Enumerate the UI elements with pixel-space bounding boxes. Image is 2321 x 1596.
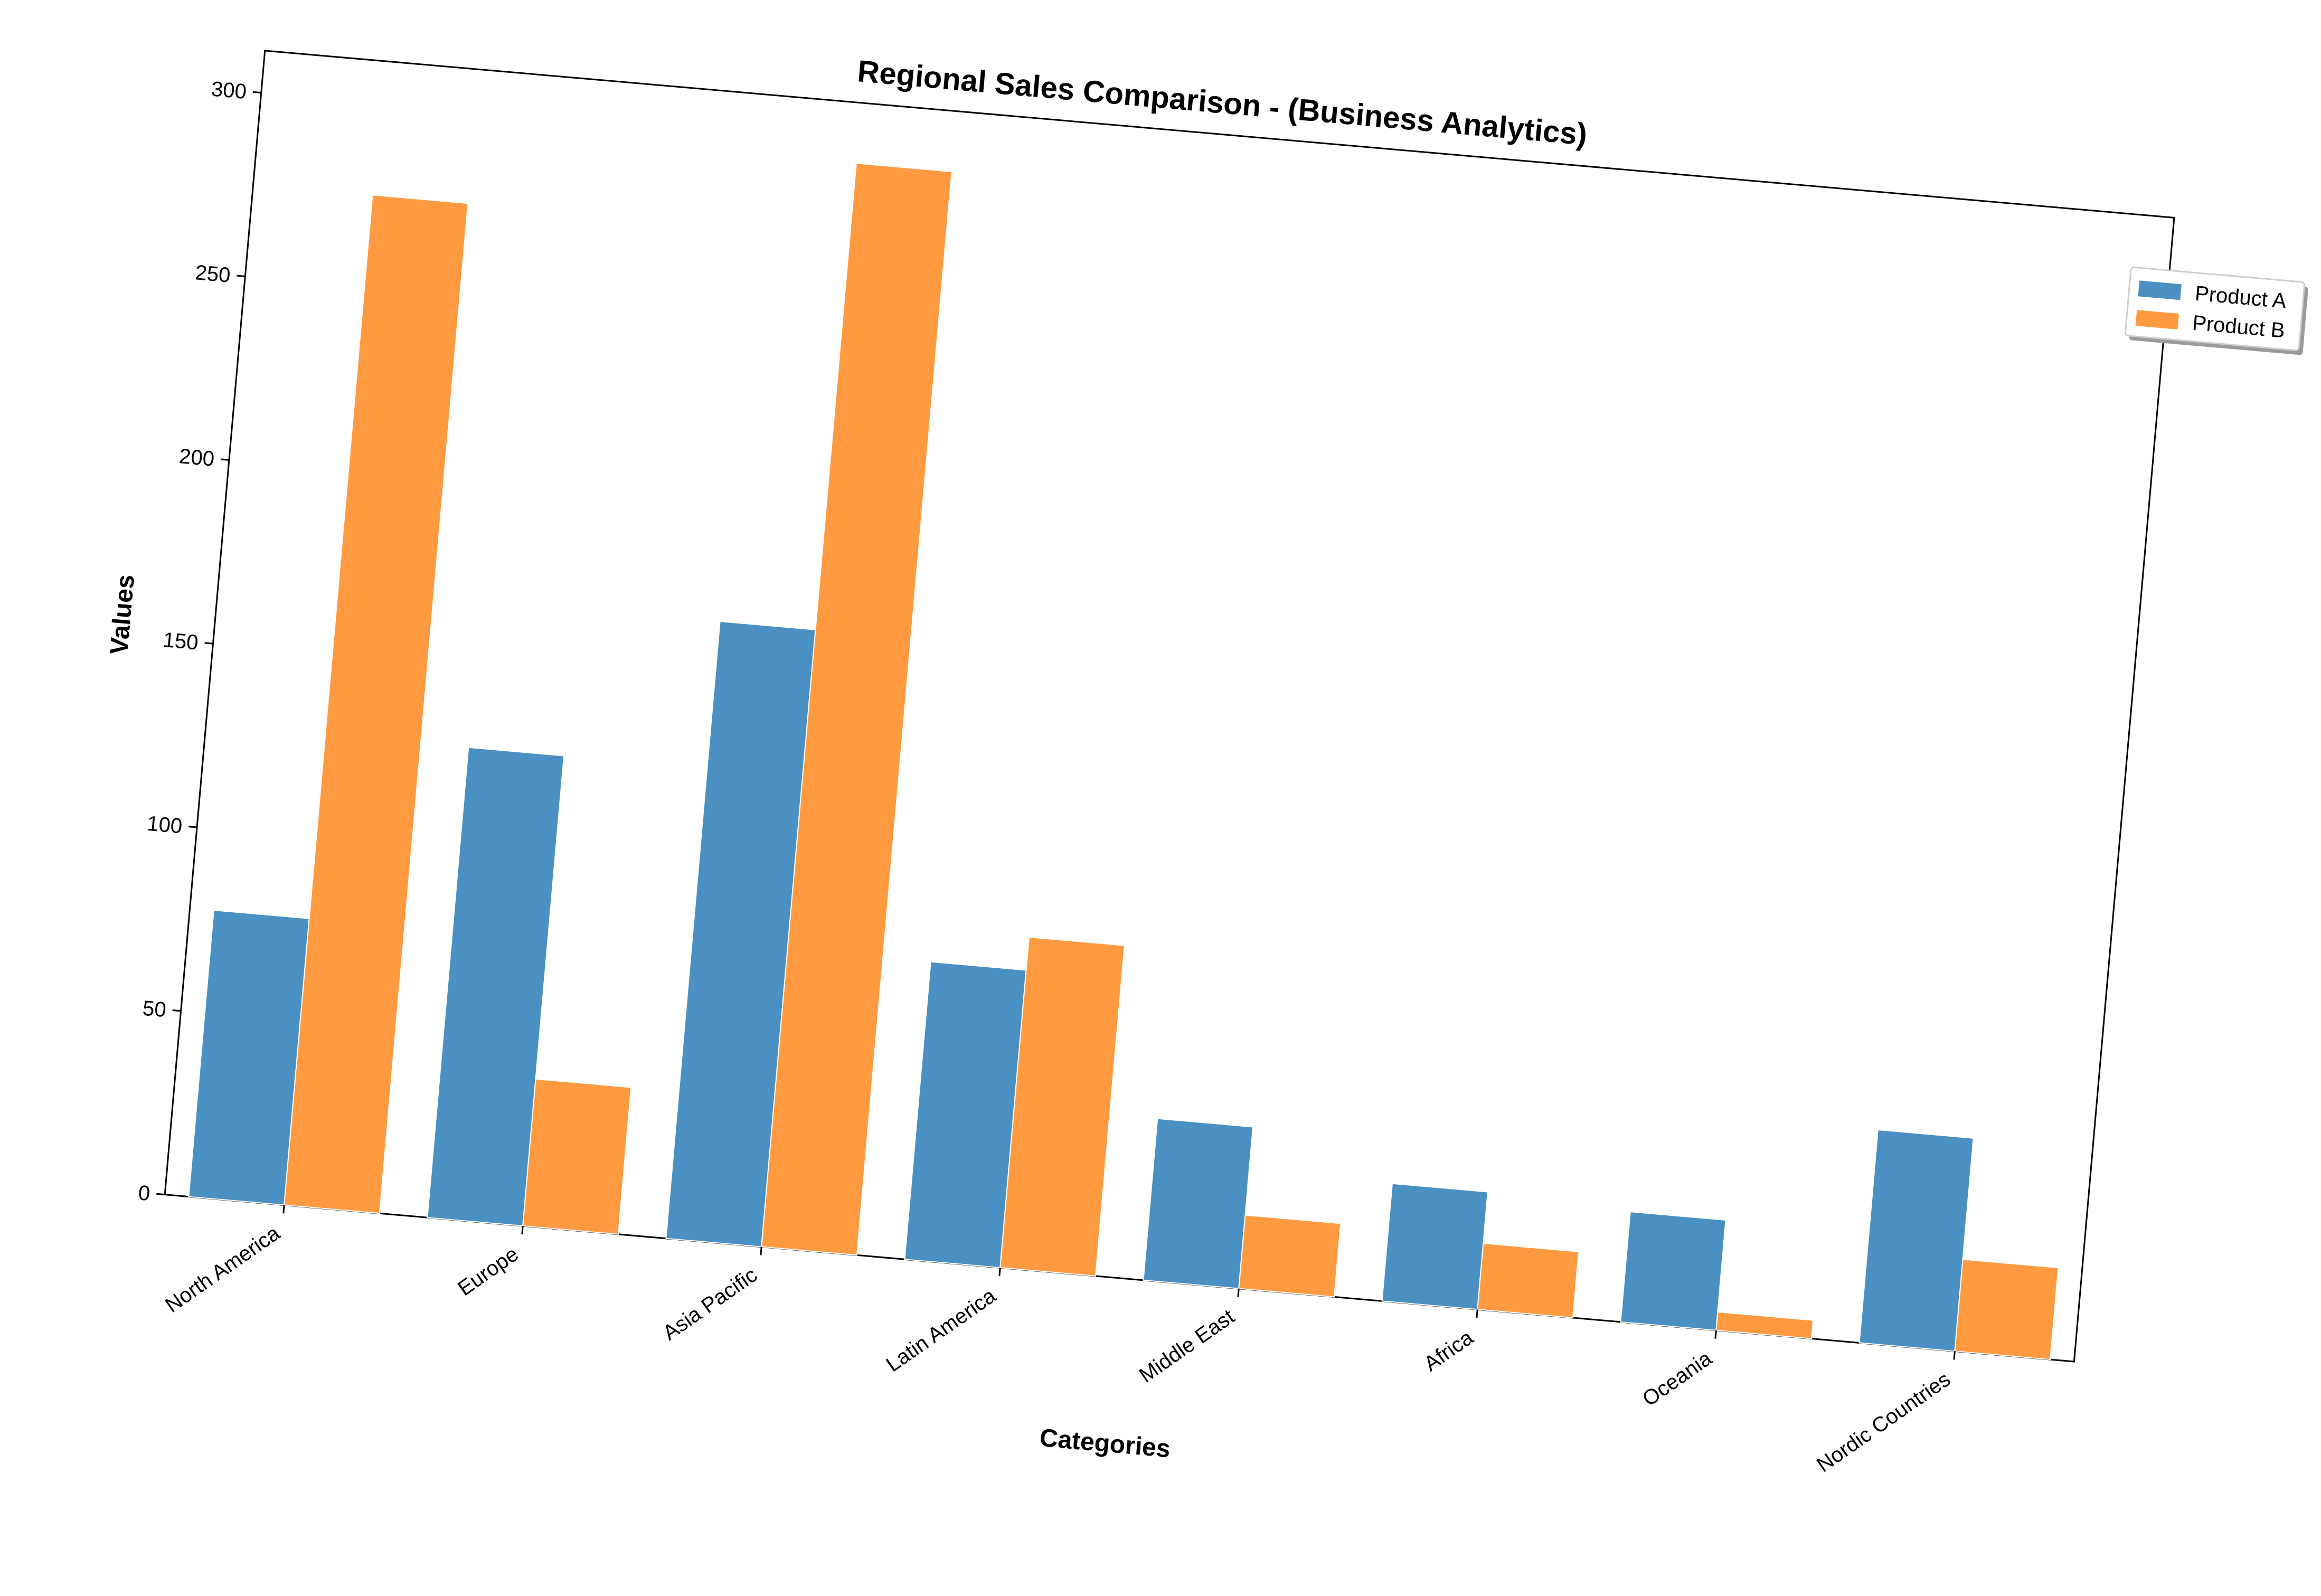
legend-swatch-product-b [2135,310,2179,329]
y-tick-mark [172,1009,181,1012]
x-tick-mark [998,1267,1001,1277]
bar-product-b-middle-east [1238,1214,1342,1298]
y-tick-label: 300 [210,77,247,103]
x-tick-mark [1714,1330,1717,1339]
bar-product-a-nordic-countries [1858,1129,1974,1352]
bar-product-a-africa [1381,1183,1488,1310]
y-tick-mark [204,642,213,645]
y-tick-label: 50 [141,997,167,1022]
x-tick-label: Latin America [882,1284,1000,1376]
plot-area-rotated: 0 50 100 150 200 250 300 North America Europe As… [105,50,2175,1477]
y-tick-label: 250 [194,261,231,287]
y-tick-label: 200 [178,445,215,471]
x-tick-label: Nordic Countries [1813,1367,1955,1477]
bars [188,163,2059,1361]
bar-product-b-europe [522,1078,632,1235]
chart-title: Regional Sales Comparison - (Business An… [856,54,1588,152]
y-tick-mark [220,458,230,461]
bar-product-b-asia-pacific [761,163,952,1256]
x-tick-mark [1953,1351,1956,1360]
x-tick-mark [521,1225,524,1235]
x-tick-label: Middle East [1135,1305,1239,1387]
bar-product-b-nordic-countries [1954,1259,2059,1361]
x-tick-label: Asia Pacific [659,1263,762,1345]
bar-product-a-middle-east [1143,1118,1254,1289]
x-tick-label: Europe [454,1242,523,1300]
bar-product-b-north-america [284,194,469,1214]
bar-product-b-oceania [1715,1311,1814,1339]
y-axis-label: Values [105,573,140,656]
plot-frame [164,50,2175,1363]
bar-product-a-oceania [1620,1211,1726,1331]
x-tick-mark [1237,1288,1240,1297]
y-tick-label: 0 [137,1181,151,1205]
legend-swatch-product-a [2138,280,2182,300]
x-tick-label: North America [161,1221,284,1317]
x-axis-label: Categories [1039,1424,1172,1463]
bar-product-b-africa [1477,1242,1580,1319]
x-tick-label: Oceania [1638,1346,1716,1411]
bar-product-b-latin-america [999,936,1125,1277]
y-tick-label: 150 [162,628,199,655]
x-tick-label: Africa [1420,1326,1478,1376]
y-tick-label: 100 [146,812,183,838]
bar-product-a-europe [427,747,565,1227]
y-axis-ticks: 0 50 100 150 200 250 300 [137,77,261,1205]
